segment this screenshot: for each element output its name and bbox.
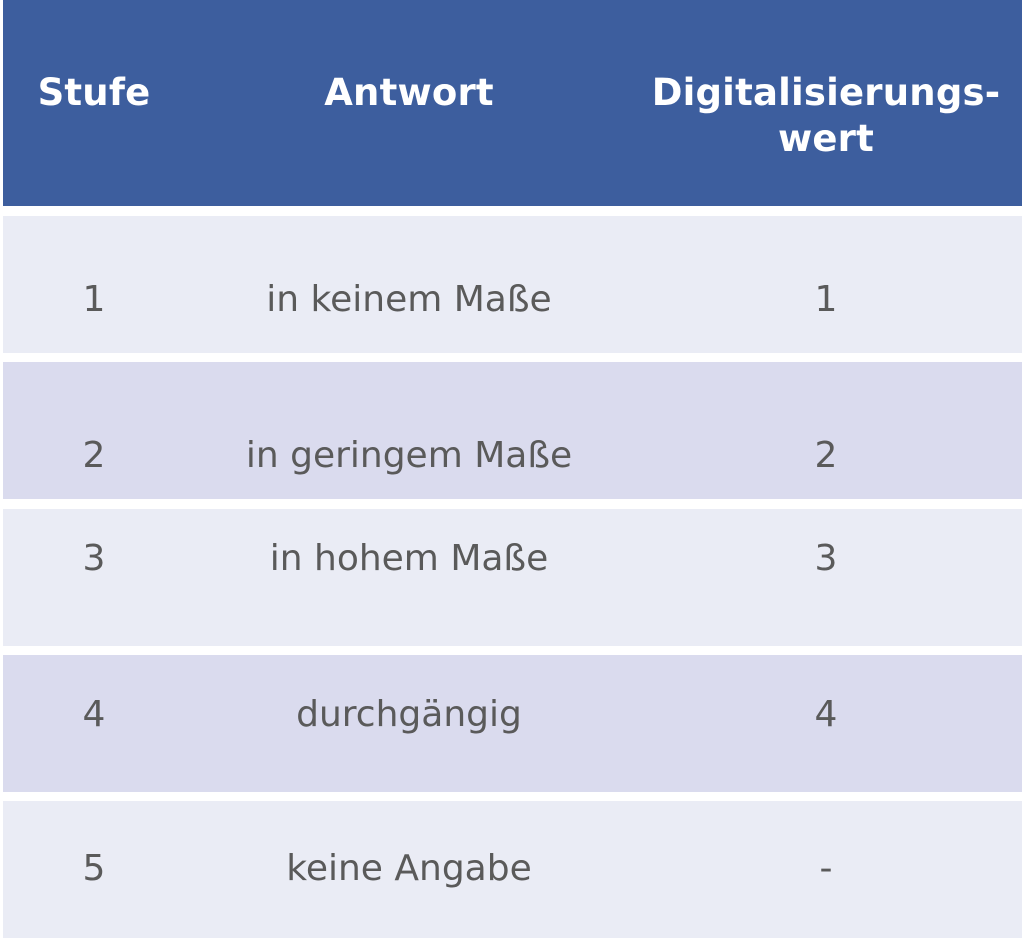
cell-wert: - <box>819 848 833 889</box>
cell-antwort: in keinem Maße <box>266 279 552 320</box>
table-row: 3 in hohem Maße 3 <box>3 509 1022 646</box>
table-row: 2 in geringem Maße 2 <box>3 362 1022 499</box>
table-row: 4 durchgängig 4 <box>3 655 1022 792</box>
cell-wert: 3 <box>814 538 838 579</box>
cell-wert: 4 <box>814 694 838 735</box>
cell-antwort: in hohem Maße <box>269 538 549 579</box>
header-stufe: Stufe <box>37 71 151 114</box>
cell-antwort: in geringem Maße <box>245 435 573 476</box>
table-row: 1 in keinem Maße 1 <box>3 216 1022 353</box>
cell-antwort: durchgängig <box>296 694 522 735</box>
digitalization-table: Stufe Antwort Digitalisierungs- wert 1 i… <box>3 0 1022 940</box>
table-header: Stufe Antwort Digitalisierungs- wert <box>3 0 1022 206</box>
cell-stufe: 5 <box>82 848 106 889</box>
header-wert-line2: wert <box>777 117 874 160</box>
cell-stufe: 2 <box>82 435 106 476</box>
cell-antwort: keine Angabe <box>286 848 532 889</box>
cell-wert: 1 <box>814 279 838 320</box>
cell-stufe: 4 <box>82 694 106 735</box>
cell-stufe: 3 <box>82 538 106 579</box>
cell-stufe: 1 <box>82 279 106 320</box>
header-digitalisierungswert: Digitalisierungs- wert <box>643 70 1009 162</box>
header-antwort: Antwort <box>324 71 494 114</box>
header-wert-line1: Digitalisierungs- <box>651 71 1001 114</box>
cell-wert: 2 <box>814 435 838 476</box>
table-row: 5 keine Angabe - <box>3 801 1022 938</box>
